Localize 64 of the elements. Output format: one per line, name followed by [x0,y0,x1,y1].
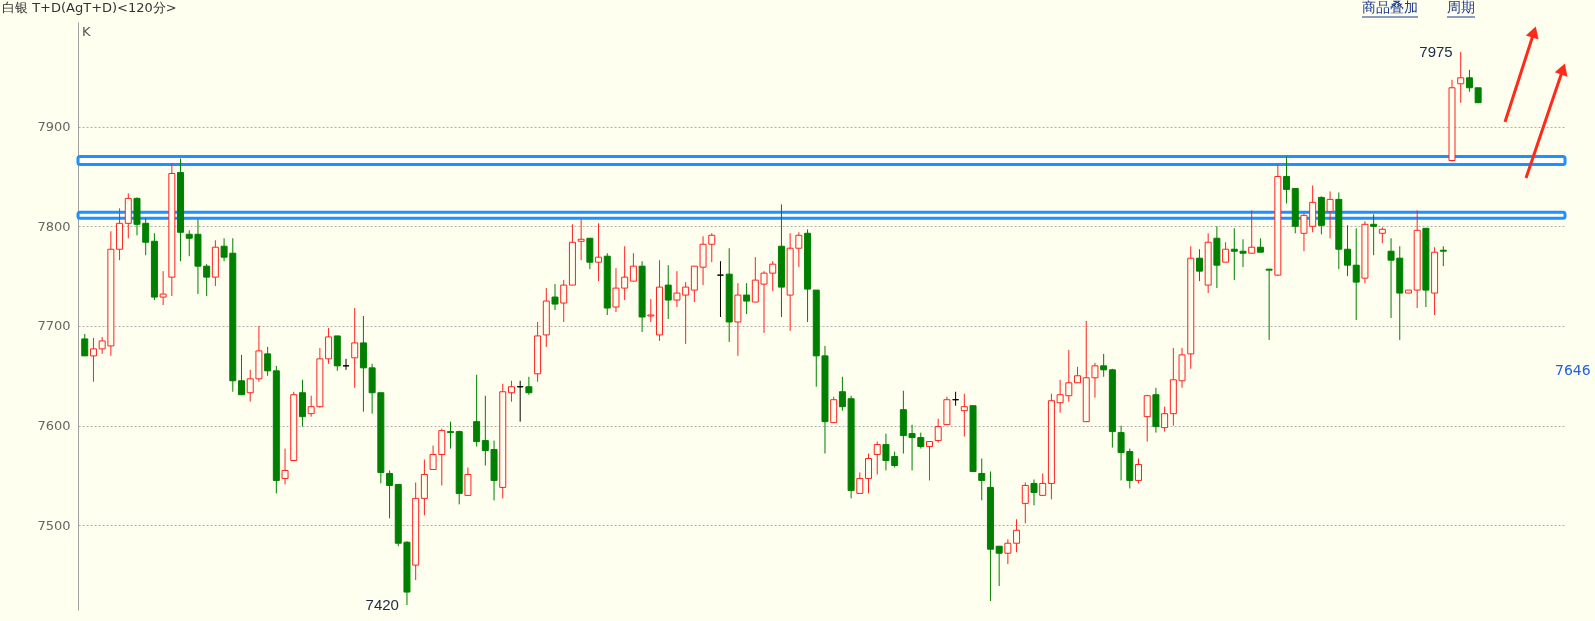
candlestick [873,441,881,475]
candlestick [1021,481,1029,524]
annotation: K [82,24,91,39]
candlestick [1265,268,1273,341]
y-tick-label: 7800 [37,218,71,234]
candlestick [595,222,603,282]
candlestick [1030,478,1038,506]
candlestick [1344,224,1352,277]
candlestick [934,418,942,444]
candlestick [507,380,515,403]
candlestick [586,237,594,270]
candlestick [830,396,838,424]
candlestick [159,270,167,306]
candlestick [1457,51,1465,104]
candlestick [856,471,864,494]
candlestick [960,393,968,438]
candlestick [1326,190,1334,239]
candlestick [664,264,672,320]
candlestick [1283,156,1291,204]
candlestick [1222,241,1230,263]
candlestick [81,333,89,357]
candlestick [865,453,873,494]
candlestick [1143,394,1151,443]
candlestick [1100,353,1108,378]
candlestick [386,469,394,519]
candlestick [298,379,306,428]
candlestick [1370,213,1378,256]
candlestick [420,459,428,516]
candlestick [743,282,751,315]
candlestick [978,458,986,501]
y-tick-label: 7900 [37,119,71,135]
annotation: 7975 [1419,42,1453,60]
candlestick [1135,458,1142,484]
chart-title: 白银 T+D(AgT+D)<120分> [2,0,177,15]
candlestick [89,337,97,383]
y-tick-label: 7600 [37,418,71,434]
candlestick [1248,209,1256,254]
candlestick [464,466,472,496]
y-tick-label: 7700 [37,318,71,334]
candlestick [995,545,1003,587]
candlestick [629,252,637,282]
candlestick [551,283,559,311]
candlestick [577,218,585,261]
candlestick [1352,227,1360,321]
candlestick [1439,245,1447,267]
y-tick-label: 7500 [37,517,71,533]
candlestick [560,279,568,323]
text: 商品叠加 [1362,0,1418,15]
candlestick [238,354,245,396]
candlestick [647,298,655,323]
candlestick [1039,472,1047,496]
candlestick [473,374,481,448]
candlestick [525,376,533,396]
candlestick [264,346,272,377]
candlestick [1161,406,1169,433]
candlestick [351,307,359,389]
candlestick [1195,248,1203,282]
text: 周期 [1447,0,1475,15]
candlestick [716,260,724,318]
candlestick [447,421,455,450]
candlestick [925,441,933,481]
annotation: 7420 [365,596,399,614]
candlestick [281,448,289,485]
text: 7646 [1555,362,1591,378]
